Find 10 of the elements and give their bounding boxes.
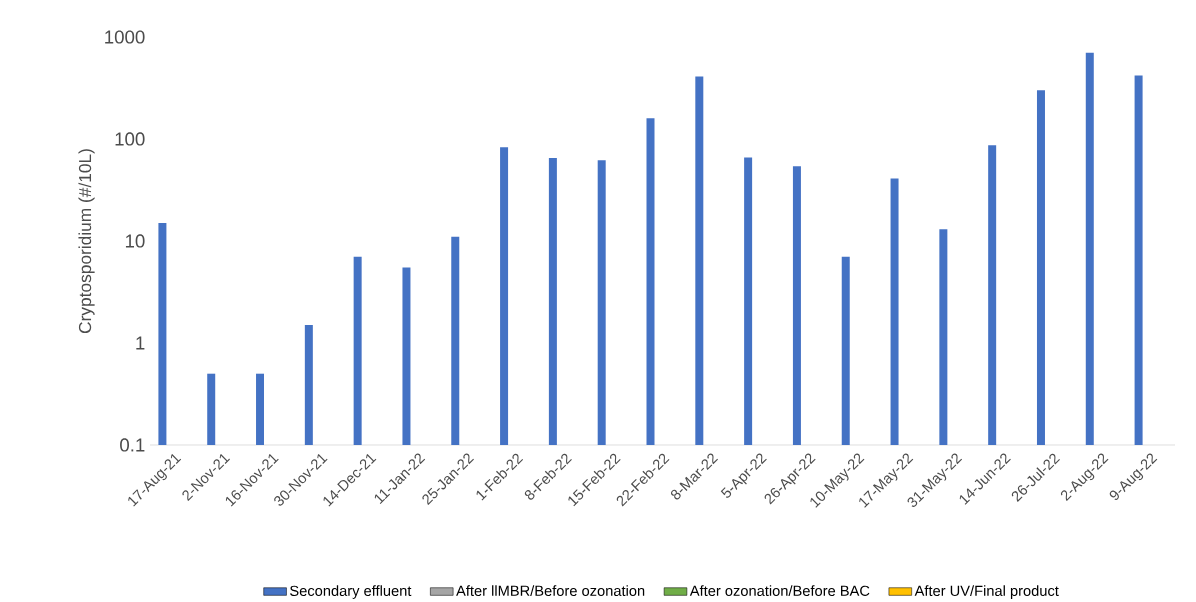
y-tick-label: 0.1 xyxy=(120,438,145,452)
y-axis-title: Cryptosporidium (#/10L) xyxy=(78,149,95,334)
legend-label: After ozonation/Before BAC xyxy=(689,585,870,596)
y-tick-label: 1 xyxy=(136,336,145,350)
legend-label: After UV/Final product xyxy=(914,585,1059,599)
y-tick-label: 1000 xyxy=(105,30,145,44)
legend-label: After llMBR/Before ozonation xyxy=(456,585,645,596)
y-tick-label: 100 xyxy=(115,132,145,146)
y-tick-label: 10 xyxy=(125,234,145,248)
legend-label: Secondary effluent xyxy=(290,585,412,599)
